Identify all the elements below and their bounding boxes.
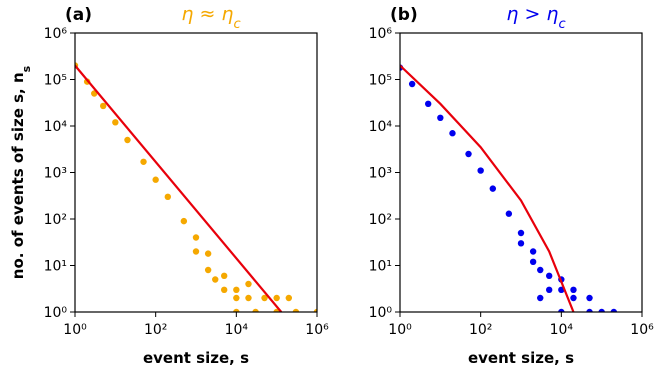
- point: [545, 272, 553, 280]
- point: [517, 229, 525, 237]
- title-part: η ≈ η: [181, 3, 233, 25]
- y-label-part: s: [20, 65, 33, 72]
- point: [192, 248, 200, 255]
- point: [529, 248, 537, 255]
- point: [233, 286, 240, 294]
- point: [124, 136, 131, 144]
- title-part: c: [558, 17, 565, 32]
- point: [517, 240, 525, 247]
- plot-area: [400, 64, 618, 312]
- point: [598, 308, 605, 312]
- title-part: c: [233, 17, 240, 32]
- y-tick-label: 10¹: [369, 259, 392, 275]
- point: [537, 294, 544, 302]
- point: [465, 150, 472, 158]
- y-tick-label: 10³: [369, 166, 392, 182]
- x-tick-label: 10⁶: [305, 322, 329, 338]
- point: [570, 294, 577, 302]
- x-tick-label: 10²: [469, 322, 492, 338]
- y-axis-label: no. of events of size s, ns: [9, 65, 33, 279]
- point: [252, 308, 259, 312]
- panel-label: (b): [390, 5, 418, 25]
- fit-line: [400, 64, 575, 312]
- point: [220, 272, 228, 280]
- x-tick-label: 10⁶: [630, 322, 654, 338]
- y-tick-label: 10¹: [44, 259, 67, 275]
- point: [570, 286, 577, 294]
- panel-title: η ≈ ηc: [181, 3, 240, 32]
- axes-frame: [74, 32, 318, 313]
- point: [140, 158, 147, 165]
- point: [424, 100, 432, 108]
- point: [164, 193, 172, 201]
- point: [285, 294, 293, 302]
- point: [610, 308, 618, 312]
- point: [529, 258, 537, 266]
- y-tick-label: 10⁵: [44, 73, 67, 89]
- y-tick-label: 10⁶: [369, 26, 393, 42]
- x-tick-label: 10⁴: [550, 322, 574, 338]
- y-tick-label: 10²: [44, 212, 67, 228]
- point: [545, 286, 553, 294]
- y-tick-label: 10²: [369, 212, 392, 228]
- point: [180, 217, 188, 225]
- point: [505, 210, 513, 217]
- point: [313, 308, 317, 312]
- x-axis-label: event size, s: [143, 349, 249, 367]
- point: [449, 130, 456, 137]
- point: [537, 266, 544, 274]
- title-part: η > η: [506, 3, 558, 25]
- x-tick-label: 10²: [144, 322, 167, 338]
- fit-line: [75, 64, 283, 312]
- panel-label: (a): [65, 5, 92, 25]
- point: [99, 102, 107, 110]
- point: [437, 114, 444, 122]
- plot-area: [75, 62, 317, 312]
- point: [273, 294, 280, 302]
- point: [212, 276, 219, 283]
- x-tick-label: 10⁰: [388, 322, 412, 338]
- point: [586, 308, 593, 312]
- point: [245, 294, 252, 302]
- y-tick-label: 10⁴: [369, 119, 393, 135]
- y-tick-label: 10⁵: [369, 73, 392, 89]
- point: [477, 167, 484, 174]
- point: [204, 266, 212, 274]
- point: [292, 308, 300, 312]
- point: [233, 294, 240, 302]
- point: [489, 185, 497, 192]
- x-tick-label: 10⁴: [225, 322, 249, 338]
- point: [220, 286, 228, 294]
- y-tick-label: 10⁰: [369, 305, 393, 321]
- point: [558, 308, 565, 312]
- point: [586, 294, 593, 302]
- point: [192, 234, 200, 241]
- point: [245, 280, 252, 288]
- point: [408, 80, 416, 88]
- x-tick-label: 10⁰: [63, 322, 87, 338]
- y-tick-label: 10⁰: [44, 305, 68, 321]
- point: [204, 250, 212, 257]
- point: [261, 294, 268, 302]
- y-tick-label: 10⁶: [44, 26, 68, 42]
- point: [233, 308, 240, 312]
- y-tick-label: 10³: [44, 166, 67, 182]
- panel-title: η > ηc: [506, 3, 565, 32]
- y-tick-label: 10⁴: [44, 119, 68, 135]
- x-axis-label: event size, s: [468, 349, 574, 367]
- axes-frame: [399, 32, 643, 313]
- point: [112, 119, 119, 126]
- y-label-part: no. of events of size s, n: [9, 72, 27, 279]
- point: [152, 176, 159, 183]
